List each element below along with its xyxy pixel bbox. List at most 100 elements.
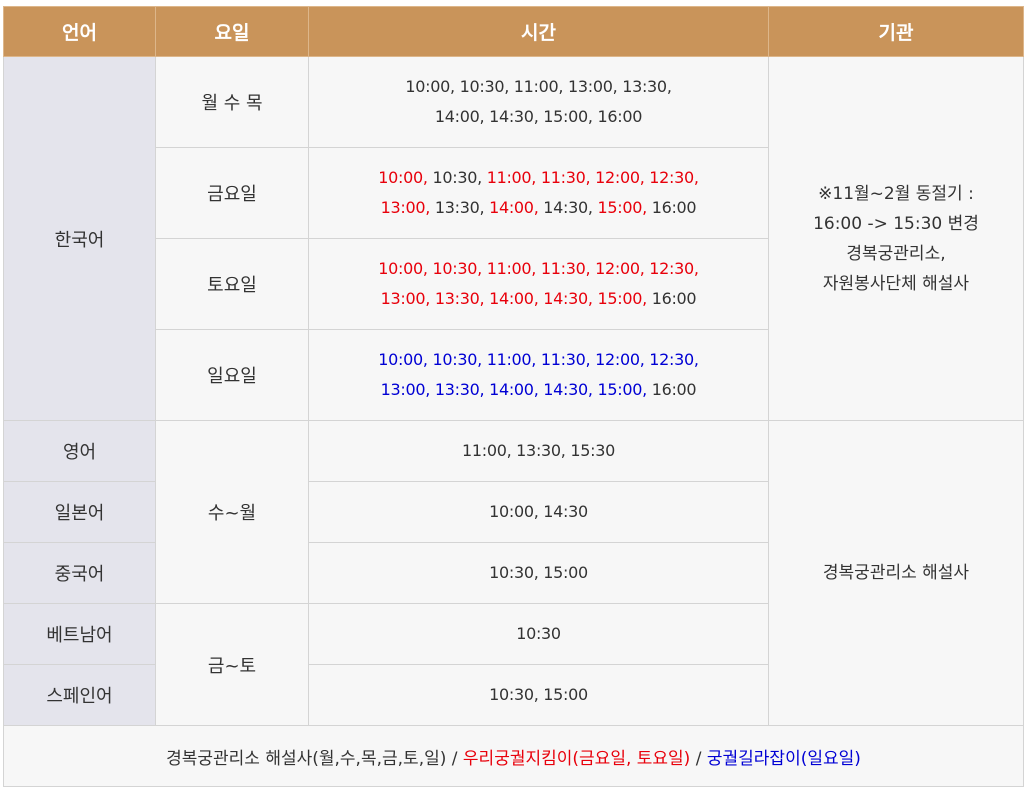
- time-slot: 13:00,: [380, 198, 431, 217]
- time-slot: 14:00,: [434, 107, 485, 126]
- time-slot: 13:30,: [434, 198, 485, 217]
- time-cell: 10:00, 14:30: [308, 481, 769, 543]
- day-group-wed-mon: 수~월: [155, 420, 309, 604]
- time-slot: 16:00: [597, 107, 643, 126]
- time-line: 13:00, 13:30, 14:00, 14:30, 15:00, 16:00: [309, 193, 768, 223]
- time-slot: 10:00,: [378, 350, 428, 369]
- day-cell: 일요일: [155, 329, 309, 421]
- table-row: 일요일 10:00, 10:30, 11:00, 11:30, 12:00, 1…: [4, 329, 1024, 421]
- day-cell: 토요일: [155, 238, 309, 330]
- time-cell: 10:00, 10:30, 11:00, 11:30, 12:00, 12:30…: [308, 329, 769, 421]
- org-foreign: 경복궁관리소 해설사: [768, 420, 1024, 726]
- guide-schedule-table: 언어 요일 시간 기관 한국어 월 수 목 10:00, 10:30, 11:0…: [3, 6, 1024, 787]
- time-slot: 13:30,: [434, 380, 485, 399]
- time-slot: 14:30,: [543, 198, 593, 217]
- day-group-fri-sat: 금~토: [155, 603, 309, 726]
- time-slot: 12:00,: [595, 168, 645, 187]
- time-slot: 11:00,: [513, 77, 564, 96]
- org-line: 16:00 -> 15:30 변경: [813, 213, 979, 234]
- time-cell: 10:00, 10:30, 11:00, 11:30, 12:00, 12:30…: [308, 238, 769, 330]
- time-line: 10:00, 10:30, 11:00, 13:00, 13:30,: [309, 72, 768, 102]
- time-slot: 16:00: [651, 198, 697, 217]
- time-cell: 11:00, 13:30, 15:30: [308, 420, 769, 482]
- footer-legend-red: 우리궁궐지킴이(금요일, 토요일): [462, 748, 691, 769]
- day-cell: 금요일: [155, 147, 309, 239]
- time-slot: 15:00,: [597, 198, 647, 217]
- time-slot: 15:00,: [543, 107, 593, 126]
- org-korean: ※11월~2월 동절기 : 16:00 -> 15:30 변경 경복궁관리소, …: [768, 56, 1024, 421]
- footer-legend-blue: 궁궐길라잡이(일요일): [706, 748, 861, 769]
- footer-row: 경복궁관리소 해설사(월,수,목,금,토,일) / 우리궁궐지킴이(금요일, 토…: [3, 725, 1024, 787]
- time-slot: 14:00,: [489, 289, 539, 308]
- time-slot: 12:30,: [649, 168, 699, 187]
- footer-legend: 경복궁관리소 해설사(월,수,목,금,토,일) / 우리궁궐지킴이(금요일, 토…: [3, 725, 1024, 787]
- time-slot: 12:00,: [595, 350, 645, 369]
- time-line: 14:00, 14:30, 15:00, 16:00: [309, 102, 768, 132]
- time-slot: 10:30,: [432, 168, 482, 187]
- time-slot: 15:00,: [597, 289, 647, 308]
- footer-separator: /: [446, 748, 463, 769]
- table-row: 영어 수~월 11:00, 13:30, 15:30 경복궁관리소 해설사: [3, 420, 1024, 726]
- language-japanese: 일본어: [3, 481, 156, 543]
- language-english: 영어: [3, 420, 156, 482]
- time-slot: 13:00,: [380, 289, 431, 308]
- org-line: ※11월~2월 동절기 :: [818, 183, 974, 204]
- time-slot: 14:30,: [543, 380, 593, 399]
- table-row: 금요일 10:00, 10:30, 11:00, 11:30, 12:00, 1…: [4, 147, 1024, 239]
- time-cell: 10:30, 15:00: [308, 664, 769, 726]
- header-day: 요일: [155, 6, 309, 57]
- time-slot: 13:00,: [380, 380, 431, 399]
- time-slot: 14:30,: [489, 107, 539, 126]
- time-slot: 10:30,: [432, 259, 482, 278]
- time-line: 10:00, 10:30, 11:00, 11:30, 12:00, 12:30…: [309, 345, 768, 375]
- table-row: 한국어 월 수 목 10:00, 10:30, 11:00, 13:00, 13…: [3, 56, 1024, 421]
- header-time: 시간: [308, 6, 769, 57]
- table-row: 토요일 10:00, 10:30, 11:00, 11:30, 12:00, 1…: [4, 238, 1024, 330]
- language-chinese: 중국어: [3, 542, 156, 604]
- time-slot: 11:30,: [540, 259, 591, 278]
- time-slot: 14:00,: [489, 380, 539, 399]
- day-cell: 월 수 목: [155, 56, 309, 148]
- time-slot: 11:30,: [540, 168, 591, 187]
- schedule-container: 언어 요일 시간 기관 한국어 월 수 목 10:00, 10:30, 11:0…: [3, 6, 1024, 787]
- header-language: 언어: [3, 6, 156, 57]
- org-line: 자원봉사단체 해설사: [822, 273, 970, 294]
- time-slot: 10:30,: [459, 77, 510, 96]
- time-line: 13:00, 13:30, 14:00, 14:30, 15:00, 16:00: [309, 375, 768, 405]
- time-slot: 10:00,: [405, 77, 455, 96]
- time-slot: 11:30,: [540, 350, 591, 369]
- table-row: 베트남어 금~토 10:30: [3, 603, 1024, 726]
- time-slot: 14:30,: [543, 289, 593, 308]
- language-vietnamese: 베트남어: [3, 603, 156, 665]
- time-slot: 13:30,: [434, 289, 485, 308]
- time-slot: 12:00,: [595, 259, 645, 278]
- time-slot: 11:00,: [486, 168, 537, 187]
- table-row: 중국어 10:30, 15:00: [3, 542, 1024, 604]
- time-slot: 16:00: [651, 289, 697, 308]
- time-cell: 10:30: [308, 603, 769, 665]
- time-slot: 11:00,: [486, 350, 537, 369]
- time-slot: 13:30,: [622, 77, 672, 96]
- org-line: 경복궁관리소,: [846, 243, 946, 264]
- time-cell: 10:00, 10:30, 11:00, 11:30, 12:00, 12:30…: [308, 147, 769, 239]
- time-line: 10:00, 10:30, 11:00, 11:30, 12:00, 12:30…: [309, 163, 768, 193]
- time-slot: 15:00,: [597, 380, 647, 399]
- footer-separator: /: [690, 748, 707, 769]
- time-line: 10:00, 10:30, 11:00, 11:30, 12:00, 12:30…: [309, 254, 768, 284]
- time-cell: 10:30, 15:00: [308, 542, 769, 604]
- footer-legend-office: 경복궁관리소 해설사(월,수,목,금,토,일): [166, 748, 447, 769]
- time-slot: 10:30,: [432, 350, 482, 369]
- header-row: 언어 요일 시간 기관: [3, 6, 1024, 57]
- time-slot: 13:00,: [568, 77, 618, 96]
- time-slot: 12:30,: [649, 350, 699, 369]
- language-spanish: 스페인어: [3, 664, 156, 726]
- header-org: 기관: [768, 6, 1024, 57]
- table-row: 스페인어 10:30, 15:00: [3, 664, 1024, 726]
- time-slot: 14:00,: [489, 198, 539, 217]
- language-korean: 한국어: [3, 56, 156, 421]
- time-slot: 11:00,: [486, 259, 537, 278]
- time-line: 13:00, 13:30, 14:00, 14:30, 15:00, 16:00: [309, 284, 768, 314]
- time-slot: 10:00,: [378, 168, 428, 187]
- time-slot: 12:30,: [649, 259, 699, 278]
- time-cell: 10:00, 10:30, 11:00, 13:00, 13:30, 14:00,…: [308, 56, 769, 148]
